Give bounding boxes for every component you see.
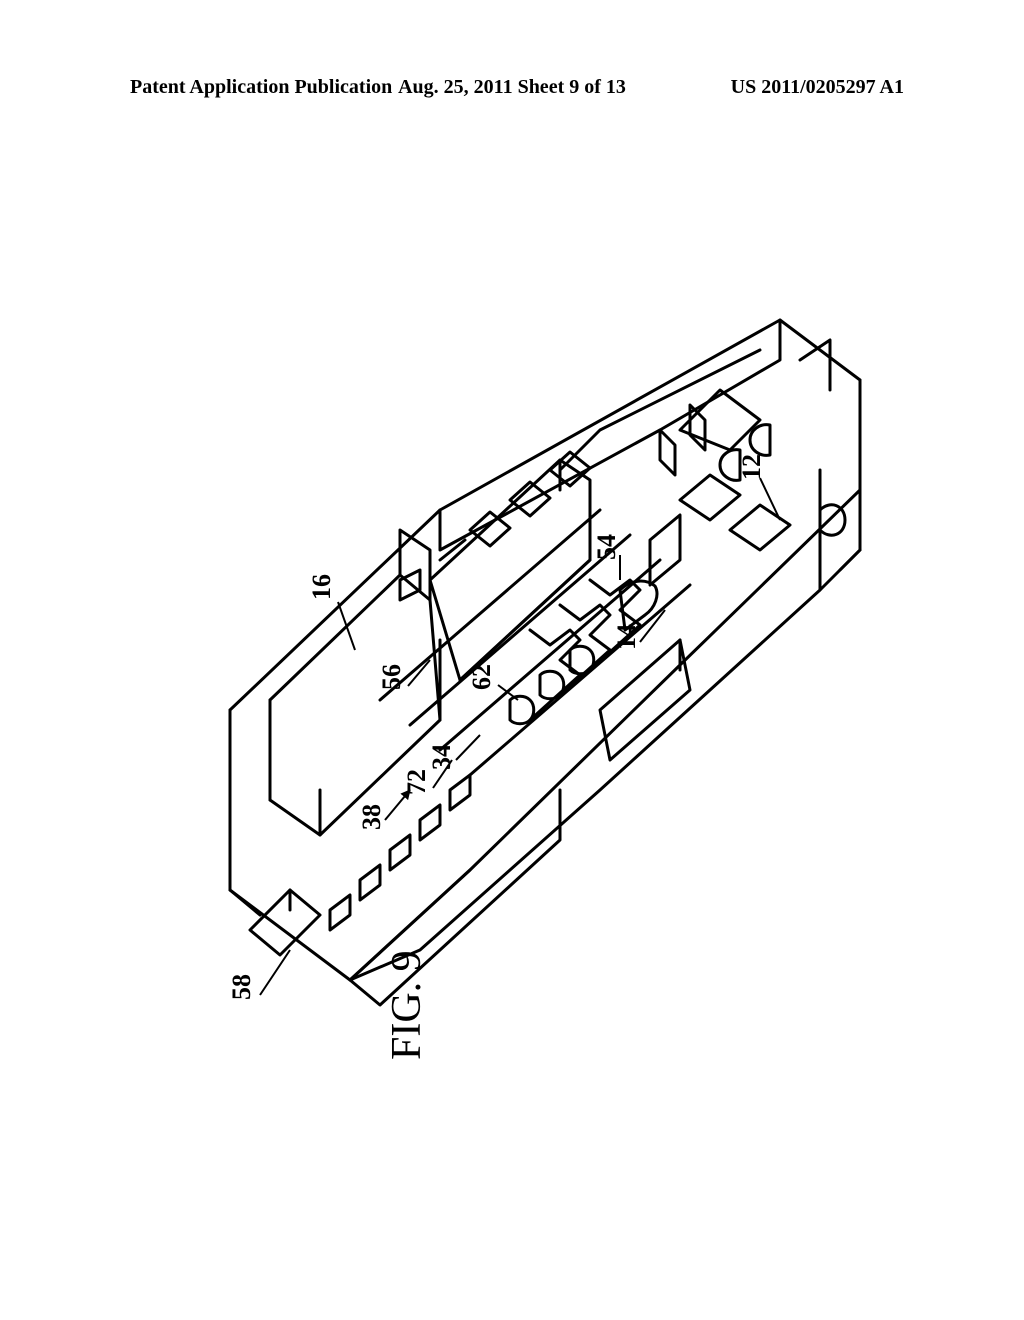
ref-label-12: 12: [737, 454, 766, 480]
header-center: Aug. 25, 2011 Sheet 9 of 13: [398, 76, 626, 99]
ref-label-14: 14: [612, 624, 641, 650]
ref-label-58: 58: [227, 974, 256, 1000]
ref-label-38: 38: [357, 804, 386, 830]
header-left: Patent Application Publication: [130, 76, 392, 99]
ref-label-62: 62: [467, 664, 496, 690]
ref-label-56: 56: [377, 664, 406, 690]
ref-label-54: 54: [592, 534, 621, 560]
figure-caption: FIG. 9: [384, 950, 430, 1060]
figure-9: 16 56 58 38 7234 62 54 14 12 FIG. 9: [120, 230, 904, 1110]
page-header: Patent Application Publication Aug. 25, …: [0, 76, 1024, 99]
header-right: US 2011/0205297 A1: [731, 76, 904, 99]
ref-label-72: 72: [402, 769, 431, 795]
ref-label-34: 34: [427, 744, 456, 770]
ref-label-16: 16: [307, 574, 336, 600]
patent-drawing-svg: 16 56 58 38 7234 62 54 14 12 FIG. 9: [120, 230, 904, 1110]
